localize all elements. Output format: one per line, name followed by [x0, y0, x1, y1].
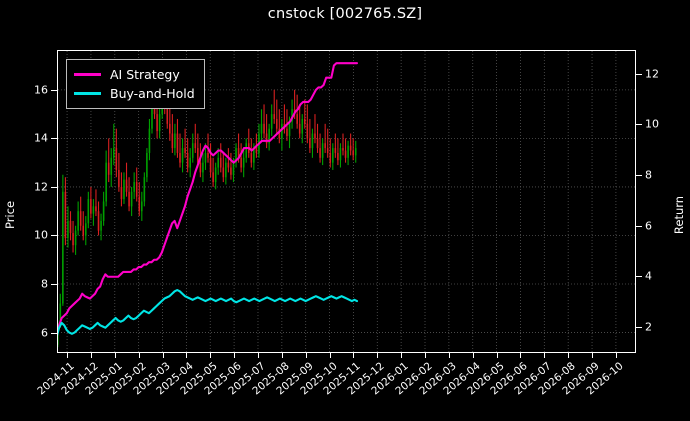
x-tick-mark-2025-09: [305, 353, 307, 358]
x-tick-mark-2024-12: [90, 353, 92, 358]
x-tick-mark-2026-04: [472, 353, 474, 358]
y-tick-mark-left-12: [51, 186, 57, 188]
x-tick-mark-2025-04: [186, 353, 188, 358]
y-axis-label-left: Price: [3, 200, 18, 230]
y-tick-label-left-10: 10: [34, 228, 48, 242]
legend-item-buy-and-hold[interactable]: Buy-and-Hold: [74, 84, 195, 103]
x-tick-mark-2026-09: [592, 353, 594, 358]
legend-swatch-buy-and-hold: [74, 92, 101, 95]
y-tick-label-left-16: 16: [34, 83, 48, 97]
y-tick-mark-right-6: [636, 225, 642, 227]
plot-area: AI Strategy Buy-and-Hold: [57, 50, 636, 353]
y-tick-mark-right-12: [636, 73, 642, 75]
y-tick-label-left-12: 12: [34, 180, 48, 194]
x-tick-mark-2026-02: [425, 353, 426, 358]
y-tick-mark-left-14: [51, 138, 57, 140]
x-tick-mark-2026-05: [496, 353, 498, 358]
x-tick-mark-2026-01: [401, 353, 403, 358]
series-line-ai-strategy: [58, 62, 359, 332]
x-tick-mark-2025-02: [138, 353, 140, 358]
series-line-buy-and-hold: [58, 289, 359, 336]
legend-item-ai-strategy[interactable]: AI Strategy: [74, 65, 195, 84]
legend-label-buy-and-hold: Buy-and-Hold: [110, 86, 195, 101]
y-tick-mark-left-16: [51, 89, 57, 91]
x-tick-mark-2026-06: [520, 353, 522, 358]
x-tick-mark-2026-07: [544, 353, 546, 358]
y-tick-label-left-6: 6: [41, 326, 48, 340]
x-tick-mark-2024-11: [67, 353, 69, 358]
legend-label-ai-strategy: AI Strategy: [110, 67, 180, 82]
chart-legend[interactable]: AI Strategy Buy-and-Hold: [66, 59, 205, 109]
legend-swatch-ai-strategy: [74, 73, 101, 76]
y-tick-label-right-4: 4: [645, 269, 652, 283]
x-tick-mark-2025-03: [162, 353, 164, 358]
x-tick-mark-2025-08: [281, 353, 283, 358]
chart-canvas: [58, 51, 635, 352]
x-tick-mark-2026-10: [615, 353, 617, 358]
x-tick-mark-2026-08: [568, 353, 570, 358]
x-tick-mark-2025-11: [353, 353, 355, 358]
y-tick-mark-right-8: [636, 174, 642, 176]
y-tick-label-left-14: 14: [34, 131, 48, 145]
y-tick-mark-left-8: [51, 284, 57, 286]
x-tick-mark-2025-12: [377, 353, 379, 358]
y-tick-label-right-6: 6: [645, 219, 652, 233]
y-tick-mark-right-10: [636, 124, 642, 126]
y-tick-mark-right-2: [636, 326, 642, 328]
y-tick-mark-left-6: [51, 332, 57, 334]
x-tick-mark-2025-05: [210, 353, 212, 358]
y-tick-label-right-10: 10: [645, 117, 659, 131]
chart-title: cnstock [002765.SZ]: [267, 6, 423, 22]
y-tick-label-right-2: 2: [645, 320, 652, 334]
y-tick-label-left-8: 8: [41, 277, 48, 291]
y-tick-mark-left-10: [51, 235, 57, 237]
candlestick-series: [58, 72, 357, 348]
x-tick-mark-2026-03: [448, 353, 450, 358]
x-tick-mark-2025-10: [329, 353, 331, 358]
y-tick-label-right-8: 8: [645, 168, 652, 182]
y-tick-mark-right-4: [636, 276, 642, 278]
x-tick-mark-2025-06: [234, 353, 236, 358]
x-tick-mark-2025-01: [114, 353, 116, 358]
y-tick-label-right-12: 12: [645, 67, 659, 81]
x-tick-mark-2025-07: [257, 353, 259, 358]
